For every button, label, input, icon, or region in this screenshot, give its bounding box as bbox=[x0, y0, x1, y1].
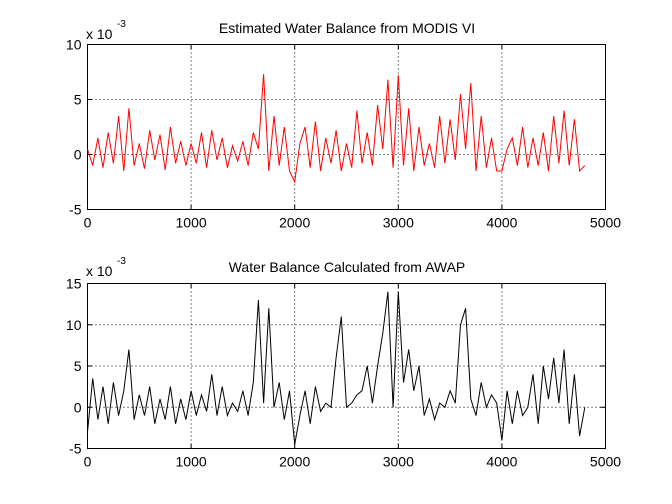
bottom-chart-grid bbox=[87, 283, 606, 449]
bottom-chart-x-tick-label: 2000 bbox=[279, 454, 310, 470]
top-chart-y-tick-label: 10 bbox=[66, 37, 82, 53]
bottom-chart-y-tick-label: 5 bbox=[74, 358, 82, 374]
bottom-chart-y-tick-label: 10 bbox=[66, 317, 82, 333]
bottom-chart-x-tick-label: 5000 bbox=[590, 454, 621, 470]
top-chart-series-line bbox=[87, 74, 586, 184]
top-chart-x-tick-label: 4000 bbox=[486, 215, 517, 231]
top-chart-y-multiplier: x 10 bbox=[86, 26, 113, 42]
top-chart-y-tick-label: 0 bbox=[74, 147, 82, 163]
top-chart-grid bbox=[87, 44, 606, 210]
bottom-chart-y-tick-label: 0 bbox=[74, 399, 82, 415]
top-chart-axes bbox=[87, 44, 606, 210]
top-chart-y-tick-label: 5 bbox=[74, 92, 82, 108]
top-chart-x-tick-label: 0 bbox=[84, 215, 92, 231]
bottom-chart-x-tick-label: 4000 bbox=[486, 454, 517, 470]
top-chart-x-tick-label: 3000 bbox=[383, 215, 414, 231]
bottom-chart-y-tick-label: -5 bbox=[69, 441, 82, 457]
top-chart-x-tick-label: 5000 bbox=[590, 215, 621, 231]
top-chart-title: Estimated Water Balance from MODIS VI bbox=[219, 20, 475, 36]
bottom-chart-x-tick-label: 1000 bbox=[176, 454, 207, 470]
bottom-chart-series-line bbox=[87, 291, 586, 445]
top-chart-y-multiplier-exponent: -3 bbox=[117, 19, 126, 30]
top-chart: Estimated Water Balance from MODIS VI x … bbox=[66, 19, 621, 231]
bottom-chart: Water Balance Calculated from AWAP x 10 … bbox=[66, 256, 621, 470]
bottom-chart-y-multiplier: x 10 bbox=[86, 263, 113, 279]
bottom-chart-title: Water Balance Calculated from AWAP bbox=[229, 259, 466, 275]
bottom-chart-x-tick-label: 3000 bbox=[383, 454, 414, 470]
top-chart-x-tick-label: 2000 bbox=[279, 215, 310, 231]
bottom-chart-y-multiplier-exponent: -3 bbox=[117, 256, 126, 267]
bottom-chart-y-tick-label: 15 bbox=[66, 276, 82, 292]
bottom-chart-x-tick-label: 0 bbox=[84, 454, 92, 470]
top-chart-x-tick-label: 1000 bbox=[176, 215, 207, 231]
top-chart-y-tick-label: -5 bbox=[69, 202, 82, 218]
